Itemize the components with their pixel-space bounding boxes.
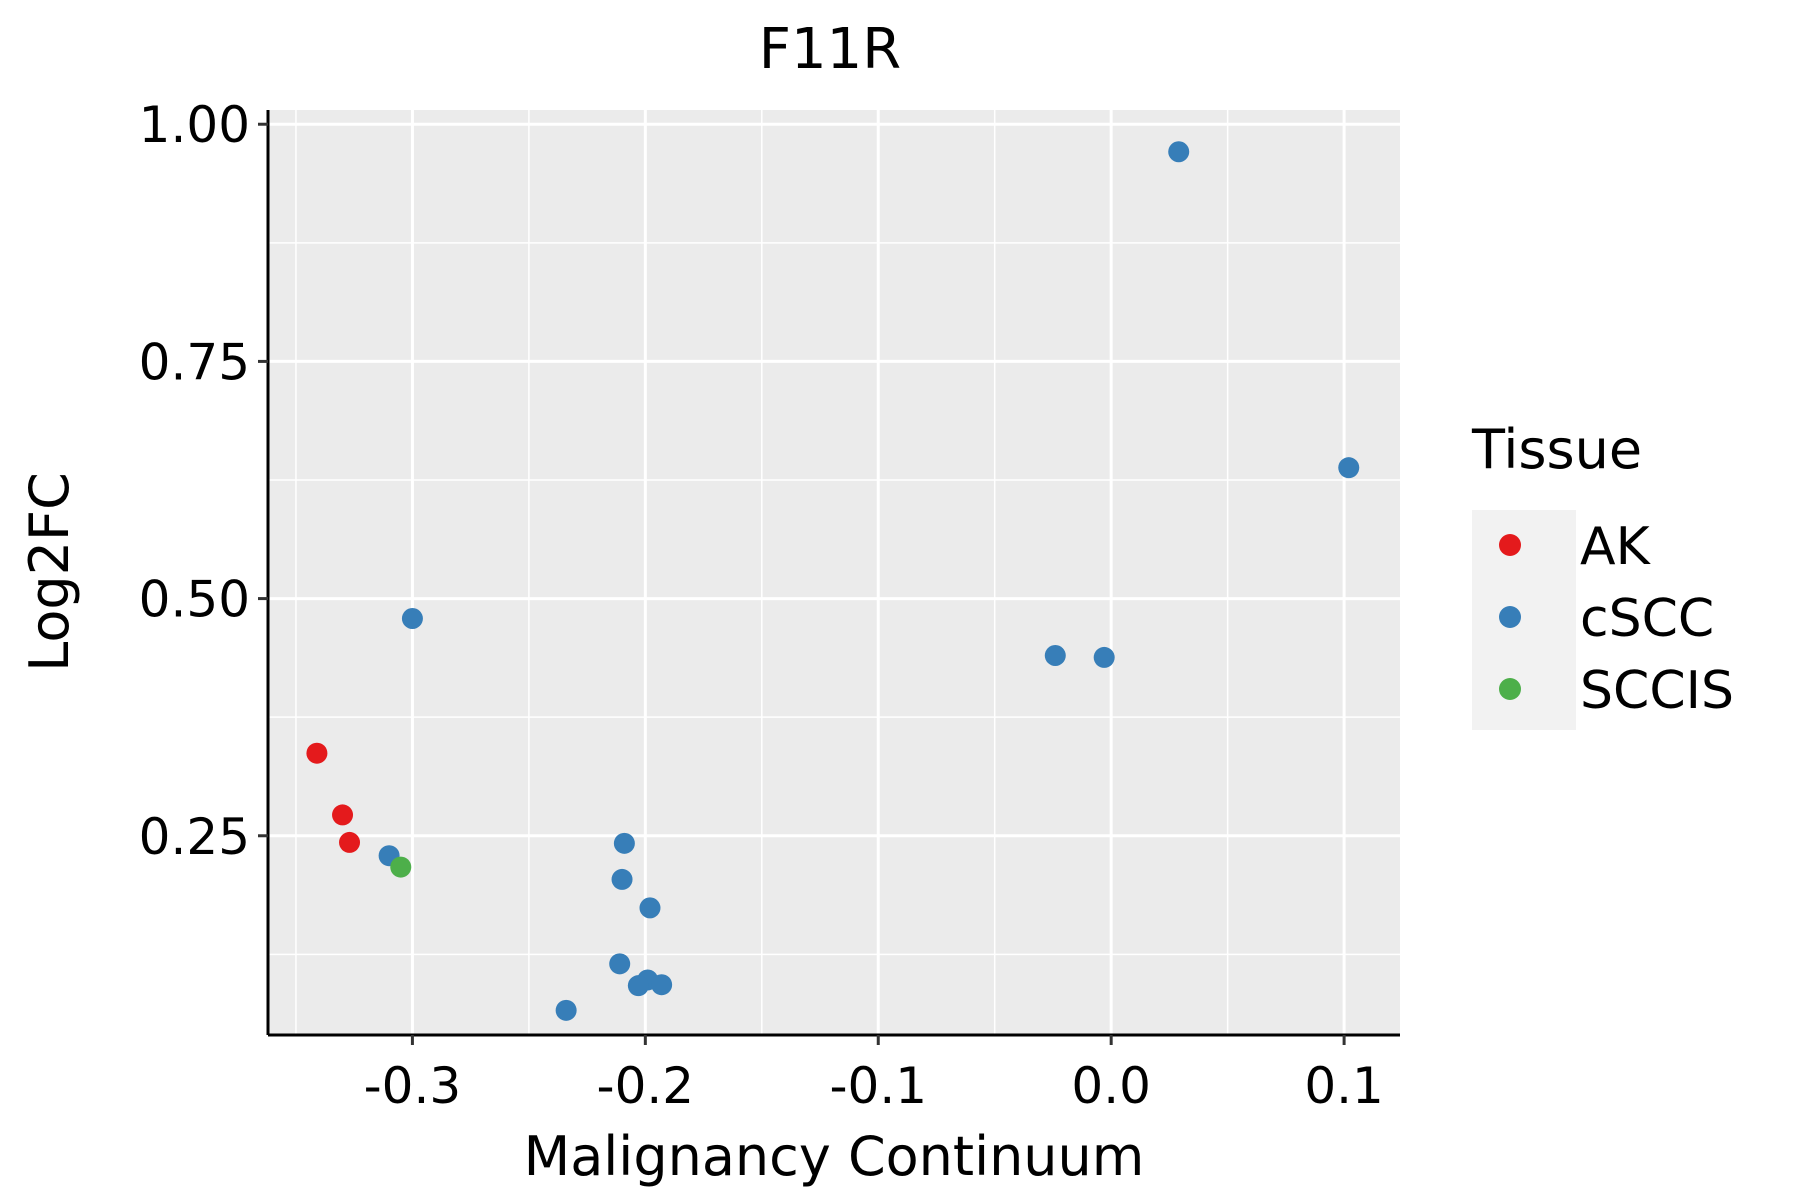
data-point-cscc <box>613 832 635 854</box>
data-point-ak <box>332 804 354 826</box>
x-axis-title: Malignancy Continuum <box>524 1125 1145 1188</box>
x-axis-ticks: -0.3 -0.2 -0.1 0.0 0.1 <box>364 1035 1384 1115</box>
legend-key-background <box>1472 510 1576 730</box>
plot-panel <box>268 110 1400 1035</box>
data-points <box>306 141 1360 1021</box>
chart-title: F11R <box>759 17 901 82</box>
x-tick-label: 0.1 <box>1304 1057 1384 1115</box>
x-tick-label: 0.0 <box>1071 1057 1151 1115</box>
data-point-cscc <box>401 608 423 630</box>
data-point-cscc <box>1044 645 1066 667</box>
legend: Tissue AK cSCC SCCIS <box>1471 418 1734 730</box>
data-point-cscc <box>1168 141 1190 163</box>
data-point-cscc <box>651 974 673 996</box>
x-tick-label: -0.2 <box>597 1057 695 1115</box>
y-axis-title: Log2FC <box>18 472 81 672</box>
y-tick-label: 0.50 <box>139 571 250 629</box>
grid-major <box>268 110 1400 1035</box>
data-point-ak <box>306 742 328 764</box>
y-tick-label: 0.25 <box>139 808 250 866</box>
legend-key-ak <box>1499 534 1521 556</box>
legend-entries: AK cSCC SCCIS <box>1499 517 1734 721</box>
data-point-cscc <box>1338 457 1360 479</box>
x-tick-label: -0.3 <box>364 1057 462 1115</box>
data-point-sccis <box>390 856 412 878</box>
data-point-cscc <box>611 868 633 890</box>
legend-title: Tissue <box>1471 418 1642 481</box>
data-point-cscc <box>555 999 577 1021</box>
legend-key-cscc <box>1499 606 1521 628</box>
y-tick-label: 1.00 <box>139 96 250 154</box>
data-point-cscc <box>639 897 661 919</box>
data-point-cscc <box>609 953 631 975</box>
data-point-cscc <box>1093 646 1115 668</box>
legend-label-sccis: SCCIS <box>1580 661 1734 721</box>
data-point-ak <box>339 831 361 853</box>
legend-key-sccis <box>1499 678 1521 700</box>
y-axis-ticks: 0.25 0.50 0.75 1.00 <box>139 96 268 866</box>
data-point-cscc <box>627 975 649 997</box>
y-tick-label: 0.75 <box>139 333 250 391</box>
legend-label-cscc: cSCC <box>1580 589 1714 649</box>
grid-minor <box>268 110 1400 1035</box>
legend-label-ak: AK <box>1580 517 1652 577</box>
x-tick-label: -0.1 <box>829 1057 927 1115</box>
